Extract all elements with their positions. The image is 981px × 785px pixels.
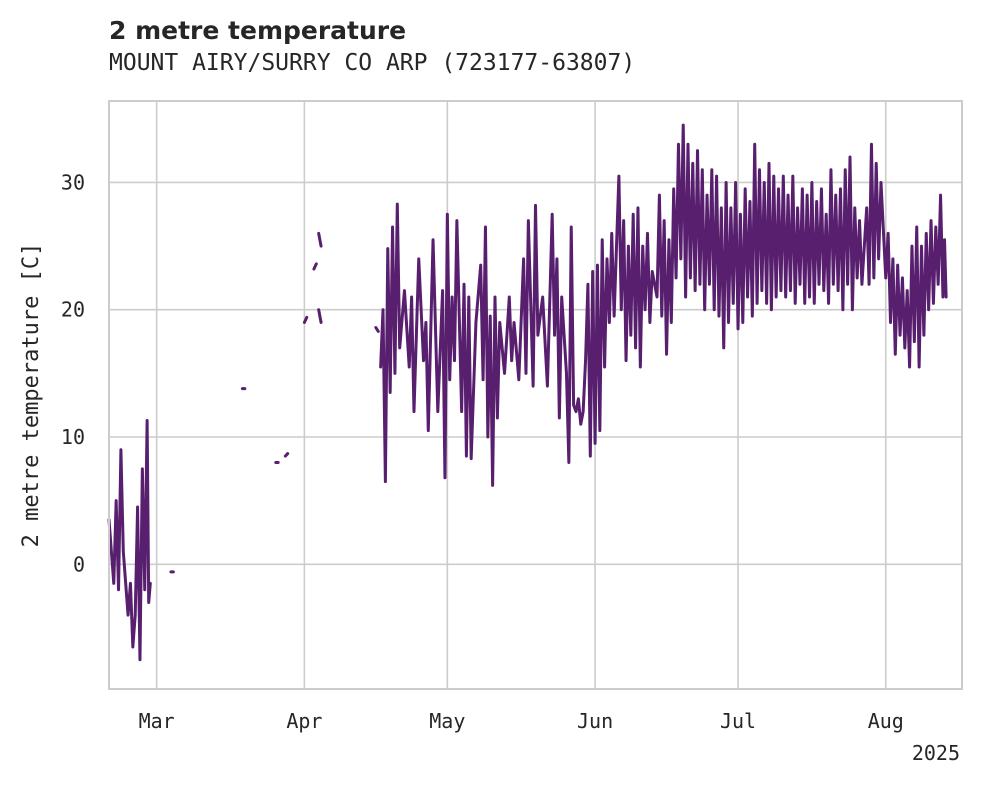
- series-line-segment: [317, 231, 323, 248]
- x-tick-label: Apr: [286, 709, 322, 733]
- grid: [109, 101, 962, 689]
- y-tick-label: 30: [61, 170, 85, 194]
- series-line-segment: [374, 326, 380, 333]
- y-tick-label: 10: [61, 425, 85, 449]
- chart-subtitle: MOUNT AIRY/SURRY CO ARP (723177-63807): [109, 50, 636, 76]
- x-tick-label: Jun: [577, 709, 613, 733]
- year-label: 2025: [912, 741, 960, 765]
- y-tick-label: 0: [73, 552, 85, 576]
- x-axis: Mar Apr May Jun Jul Aug: [139, 709, 904, 733]
- x-tick-label: Jul: [720, 709, 756, 733]
- series-line-segment: [302, 315, 309, 324]
- x-tick-label: Aug: [868, 709, 904, 733]
- series-line-segment: [317, 308, 323, 324]
- series-line-segment: [379, 123, 948, 487]
- series-layer: [107, 123, 948, 662]
- x-tick-label: Mar: [139, 709, 175, 733]
- series-line-segment: [107, 418, 152, 662]
- y-tick-label: 20: [61, 298, 85, 322]
- plot-frame: [108, 100, 963, 690]
- series-line-segment: [283, 452, 290, 458]
- y-axis: 0 10 20 30: [61, 170, 85, 576]
- y-axis-label: 2 metre temperature [C]: [19, 243, 44, 548]
- series-line-segment: [312, 262, 318, 271]
- x-tick-label: May: [429, 709, 465, 733]
- chart-title: 2 metre temperature: [109, 16, 407, 45]
